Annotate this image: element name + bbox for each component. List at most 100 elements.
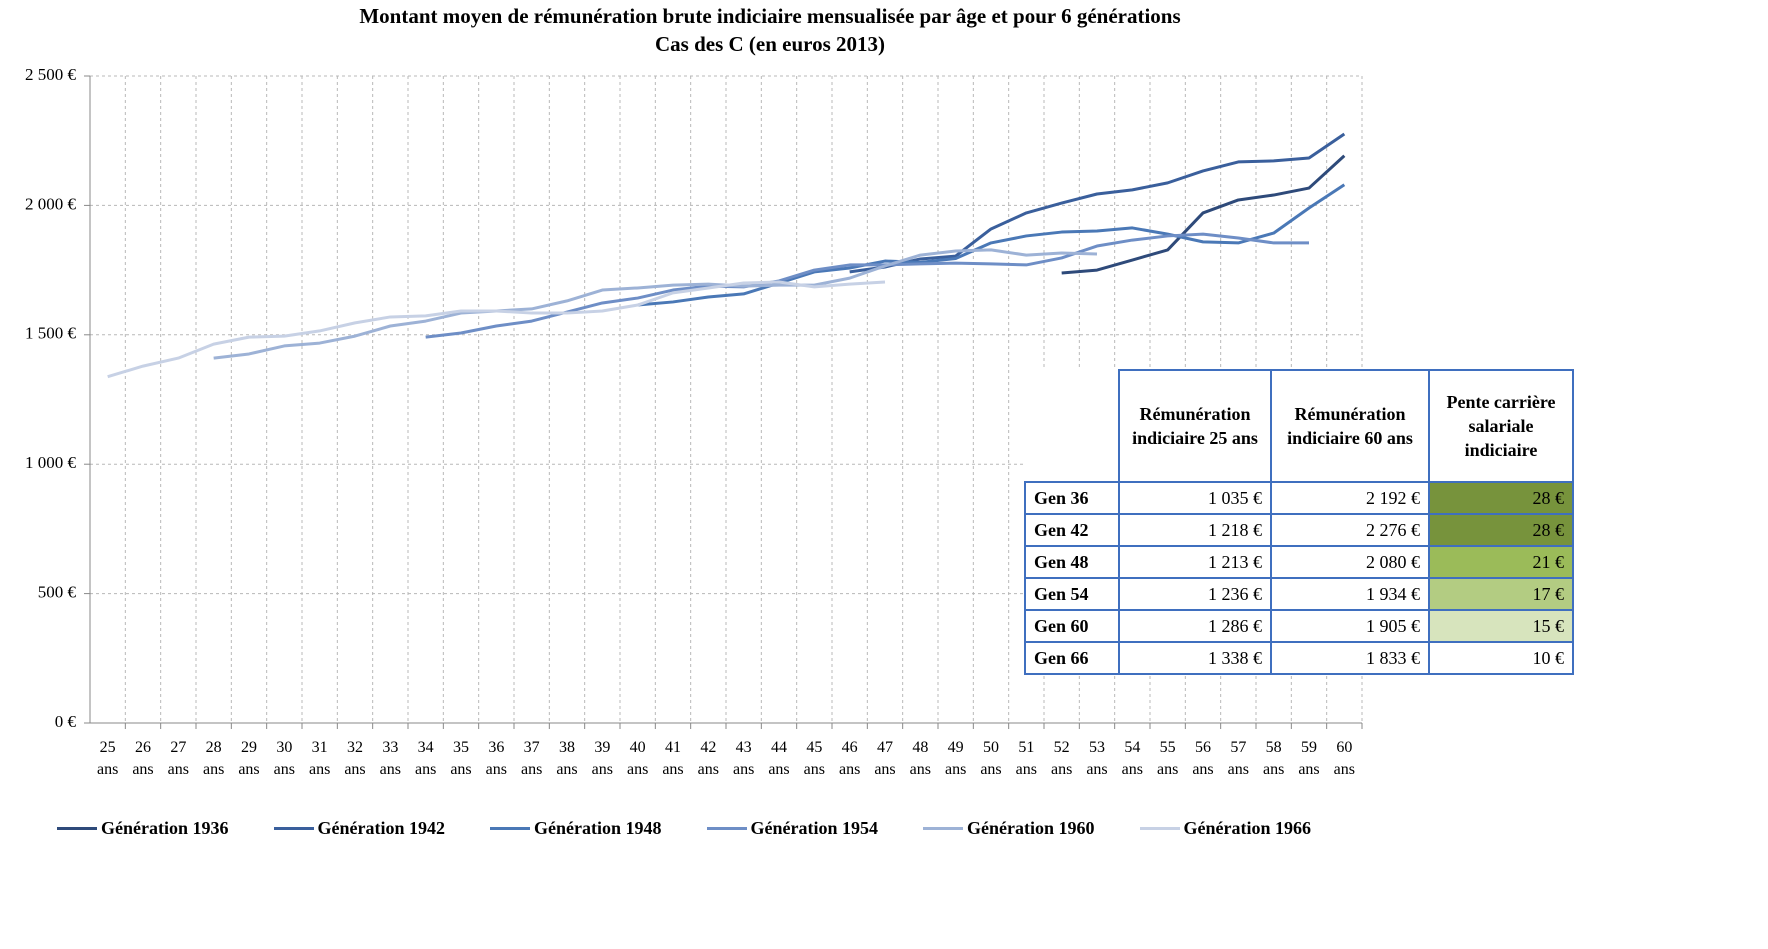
x-tick-label: 51 ans (1015, 739, 1037, 778)
y-tick-label: 2 000 € (25, 194, 77, 213)
table-cell: 28 € (1428, 513, 1574, 547)
x-tick-label: 42 ans (697, 739, 719, 778)
table-cell: 1 218 € (1118, 513, 1272, 547)
x-tick-label: 46 ans (838, 739, 861, 778)
series-line (425, 232, 1309, 339)
chart-title: Montant moyen de rémunération brute indi… (359, 4, 1180, 28)
legend-item: Génération 1936 (57, 818, 229, 839)
x-tick-label: 37 ans (520, 739, 543, 778)
row-label: Gen 54 (1024, 577, 1120, 611)
column-header: Rémunération indiciaire 25 ans (1118, 369, 1272, 483)
x-tick-label: 45 ans (803, 739, 825, 778)
x-tick-label: 54 ans (1121, 739, 1143, 778)
y-tick-label: 2 500 € (25, 65, 77, 84)
x-tick-label: 38 ans (556, 739, 578, 778)
x-tick-label: 57 ans (1227, 739, 1249, 778)
legend-swatch (57, 827, 97, 830)
legend-swatch (273, 827, 314, 830)
row-label: Gen 48 (1024, 545, 1120, 579)
row-label: Gen 36 (1024, 481, 1120, 515)
x-tick-label: 58 ans (1262, 739, 1285, 778)
series-line (1061, 154, 1346, 275)
legend-label: Génération 1954 (750, 818, 879, 838)
x-tick-label: 55 ans (1156, 739, 1179, 778)
x-tick-label: 29 ans (238, 739, 260, 778)
table-cell: 21 € (1428, 545, 1574, 579)
y-tick-label: 0 € (55, 712, 77, 731)
legend-swatch (706, 827, 747, 830)
table-cell: 1 934 € (1270, 577, 1430, 611)
x-tick-label: 50 ans (980, 739, 1002, 778)
x-tick-label: 44 ans (768, 739, 790, 778)
table-row: Gen 66 1 338 €1 833 €10 € (1024, 641, 1574, 675)
table-corner (1025, 370, 1119, 482)
x-tick-label: 49 ans (944, 739, 967, 778)
table-cell: 15 € (1428, 609, 1574, 643)
x-tick-label: 56 ans (1192, 739, 1214, 778)
x-tick-label: 40 ans (626, 739, 649, 778)
table-cell: 1 236 € (1118, 577, 1272, 611)
table-cell: 1 286 € (1118, 609, 1272, 643)
column-header: Pente carrière salariale indiciaire (1428, 369, 1574, 483)
x-tick-label: 41 ans (662, 739, 684, 778)
table-cell: 2 192 € (1270, 481, 1430, 515)
series-line (213, 248, 1098, 360)
table-cell: 1 035 € (1118, 481, 1272, 515)
x-tick-label: 35 ans (450, 739, 472, 778)
legend-swatch (923, 827, 963, 830)
x-tick-label: 60 ans (1333, 739, 1355, 778)
table-cell: 1 833 € (1270, 641, 1430, 675)
x-tick-label: 43 ans (732, 739, 755, 778)
x-tick-label: 28 ans (202, 739, 225, 778)
legend-item: Génération 1948 (490, 818, 662, 839)
x-tick-label: 30 ans (273, 739, 295, 778)
legend-item: Génération 1966 (1139, 818, 1312, 839)
legend-label: Génération 1948 (534, 818, 662, 838)
column-header: Rémunération indiciaire 60 ans (1270, 369, 1430, 483)
legend-item: Génération 1942 (273, 818, 446, 839)
chart-subtitle: Cas des C (en euros 2013) (655, 32, 885, 56)
y-tick-label: 500 € (38, 583, 77, 602)
x-tick-label: 33 ans (379, 739, 401, 778)
legend-item: Génération 1954 (706, 818, 879, 839)
row-label: Gen 66 (1024, 641, 1120, 675)
table-row: Gen 48 1 213 €2 080 €21 € (1024, 545, 1574, 579)
x-tick-label: 36 ans (485, 739, 507, 778)
table-row: Gen 42 1 218 €2 276 €28 € (1024, 513, 1574, 547)
table-cell: 1 905 € (1270, 609, 1430, 643)
table-cell: 28 € (1428, 481, 1574, 515)
summary-table: Rémunération indiciaire 25 ans Rémunérati… (1024, 369, 1574, 675)
y-tick-label: 1 500 € (25, 324, 77, 343)
x-tick-label: 47 ans (874, 739, 896, 778)
series-line (637, 183, 1346, 307)
table-cell: 1 338 € (1118, 641, 1272, 675)
row-label: Gen 60 (1024, 609, 1120, 643)
table-cell: 2 276 € (1270, 513, 1430, 547)
table-cell: 10 € (1428, 641, 1574, 675)
x-tick-label: 59 ans (1298, 739, 1320, 778)
x-tick-label: 32 ans (344, 739, 366, 778)
x-tick-label: 52 ans (1050, 739, 1073, 778)
legend-swatch (490, 827, 530, 830)
legend-item: Génération 1960 (923, 818, 1095, 839)
series-line (849, 132, 1346, 274)
legend-label: Génération 1966 (1183, 818, 1312, 838)
x-tick-label: 48 ans (909, 739, 931, 778)
x-tick-label: 25 ans (96, 739, 119, 778)
x-tick-label: 27 ans (167, 739, 189, 778)
table-row: Gen 60 1 286 €1 905 €15 € (1024, 609, 1574, 643)
table-cell: 17 € (1428, 577, 1574, 611)
x-tick-label: 39 ans (591, 739, 613, 778)
legend-label: Génération 1942 (317, 818, 446, 838)
table-row: Gen 36 1 035 €2 192 €28 € (1024, 481, 1574, 515)
legend-label: Génération 1960 (967, 818, 1095, 838)
table-header-row: Rémunération indiciaire 25 ans Rémunérati… (1025, 369, 1574, 483)
y-tick-label: 1 000 € (25, 453, 77, 472)
x-tick-label: 31 ans (308, 739, 331, 778)
series-line (107, 280, 886, 379)
table-cell: 2 080 € (1270, 545, 1430, 579)
legend-swatch (1139, 827, 1180, 830)
table-cell: 1 213 € (1118, 545, 1272, 579)
row-label: Gen 42 (1024, 513, 1120, 547)
